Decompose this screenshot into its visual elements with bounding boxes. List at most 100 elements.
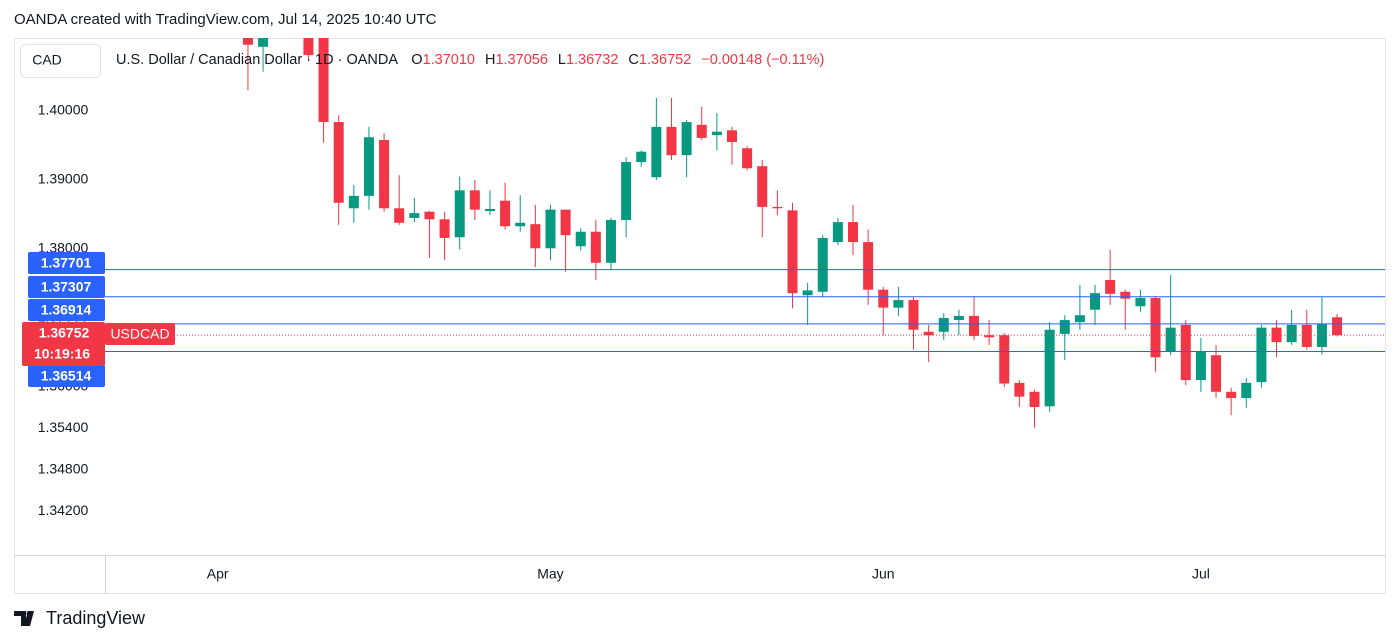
plot-area (105, 38, 1385, 428)
candle-body (424, 211, 435, 220)
candle-body (1256, 327, 1267, 383)
candle-body (1044, 329, 1055, 407)
candle-body (258, 38, 269, 47)
candle-body (1090, 293, 1101, 310)
candle-body (409, 213, 420, 218)
candle-body (1074, 315, 1085, 323)
symbol-badge (105, 323, 175, 345)
candle-body (1301, 324, 1312, 347)
candle-body (832, 222, 843, 243)
candle-body (1059, 320, 1070, 334)
candle-body (333, 122, 344, 203)
candle-body (1241, 382, 1252, 399)
candle-body (999, 335, 1010, 384)
y-tick-label: 1.35400 (38, 419, 89, 435)
legend-text: U.S. Dollar / Canadian Dollar · 1D · OAN… (116, 52, 824, 68)
candle-body (666, 126, 677, 156)
candle-body (757, 166, 768, 207)
price-badge-label: 1.36914 (41, 302, 92, 318)
legend-value: 1.36752 (639, 52, 691, 68)
candle-body (953, 315, 964, 321)
candle-body (938, 317, 949, 332)
candle-body (1286, 324, 1297, 343)
candle-body (469, 190, 480, 210)
candle-body (742, 148, 753, 169)
candle-body (303, 38, 314, 56)
candle-body (484, 208, 495, 212)
candle-body (530, 224, 541, 249)
y-tick-label: 1.34800 (38, 460, 89, 476)
symbol-title: U.S. Dollar / Canadian Dollar · 1D · OAN… (116, 52, 398, 68)
x-tick-label: Jun (872, 566, 895, 582)
legend: CAD U.S. Dollar / Canadian Dollar · 1D ·… (20, 44, 824, 78)
candle-body (1150, 297, 1161, 358)
y-tick-label: 1.38000 (38, 240, 89, 256)
candle-body (908, 300, 919, 330)
last-price-badge (22, 322, 105, 366)
logo-dot (26, 611, 32, 616)
candle-body (696, 124, 707, 138)
overlay: 1.37701 1.37307 1.36914 1.36514 1.36752 10:19… (22, 252, 175, 387)
candle-body (515, 222, 526, 227)
header: OANDA created with TradingView.com, Jul … (14, 11, 437, 28)
candle-body (605, 220, 616, 263)
countdown: 10:19:16 (34, 346, 90, 362)
candle-body (923, 331, 934, 336)
candle-body (711, 131, 722, 136)
currency-label: CAD (32, 52, 62, 68)
candle-body (1316, 324, 1327, 347)
x-tick-label: Jul (1192, 566, 1210, 582)
candle-body (802, 290, 813, 296)
legend-key: C (628, 52, 638, 68)
candle-body (363, 137, 374, 196)
x-tick-label: Apr (207, 566, 229, 582)
footer-brand: TradingView (46, 608, 146, 628)
candle-body (772, 206, 783, 209)
candle-body (1014, 382, 1025, 397)
y-tick-label: 1.39000 (38, 171, 89, 187)
candle-body (379, 139, 390, 209)
candle-body (651, 126, 662, 178)
y-tick-label: 1.40000 (38, 102, 89, 118)
candle-body (1165, 327, 1176, 352)
candle-body (560, 209, 571, 236)
candle-body (878, 289, 889, 308)
candle-body (726, 130, 737, 143)
price-badge (28, 276, 105, 298)
price-badge-label: 1.37307 (41, 279, 92, 295)
candle-body (893, 300, 904, 308)
candle-body (863, 242, 874, 290)
currency-button[interactable] (20, 44, 101, 78)
candle-body (545, 209, 556, 249)
candle-body (242, 38, 253, 45)
legend-change: −0.00148 (−0.11%) (701, 52, 824, 68)
candle-body (984, 335, 995, 338)
candle-body (454, 190, 465, 238)
candle-body (969, 315, 980, 336)
candle-body (636, 151, 647, 163)
candle-body (681, 122, 692, 156)
candle-body (1029, 391, 1040, 407)
candle-body (500, 200, 511, 227)
footer: TradingView (14, 608, 146, 628)
x-tick-label: May (537, 566, 563, 582)
legend-key: O (411, 52, 422, 68)
candle-body (1271, 327, 1282, 343)
symbol-label: USDCAD (110, 326, 169, 342)
price-badge-label: 1.37701 (41, 255, 92, 271)
candle-body (1226, 391, 1237, 399)
candle-body (575, 231, 586, 247)
y-tick-label: 1.34200 (38, 502, 89, 518)
candle-body (590, 231, 601, 263)
legend-value: 1.37056 (495, 52, 547, 68)
candle-body (817, 237, 828, 292)
candle-body (394, 208, 405, 223)
candle-body (439, 219, 450, 238)
last-price-label: 1.36752 (39, 325, 90, 341)
legend-value: 1.36732 (566, 52, 618, 68)
candle-body (1211, 355, 1222, 392)
legend-key: H (485, 52, 495, 68)
candle-body (1195, 351, 1206, 381)
